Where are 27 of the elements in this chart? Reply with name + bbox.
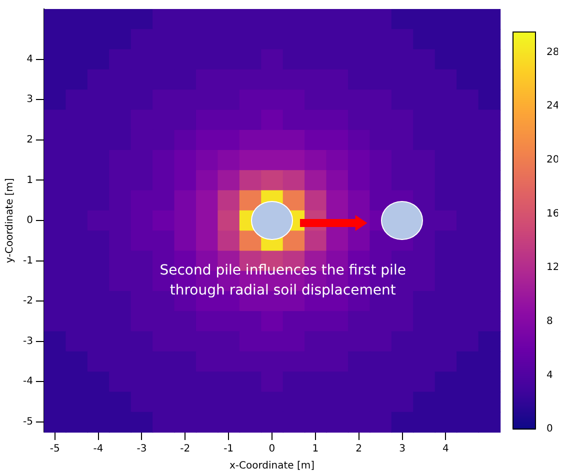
x-axis-title: x-Coordinate [m]	[229, 460, 315, 472]
x-tick-label: -3	[136, 444, 147, 455]
color-bar-label: 8	[546, 316, 553, 327]
x-tick-label: -5	[50, 444, 60, 455]
y-tick-label: -3	[22, 336, 33, 347]
color-bar-label: 12	[546, 262, 560, 274]
y-tick-label: 0	[26, 215, 33, 226]
annotation: Second pile influences the first pile through radial soil displacement	[160, 262, 406, 298]
x-tick-label: -2	[180, 444, 190, 455]
y-axis-title: y-Coordinate [m]	[4, 178, 16, 263]
x-tick-label: 2	[356, 444, 362, 455]
y-tick-label: -1	[22, 255, 33, 266]
x-tick-label: 1	[312, 444, 319, 455]
y-tick-label: -4	[22, 376, 33, 388]
y-tick-label: 2	[26, 134, 33, 146]
x-tick-label: -1	[224, 444, 234, 455]
y-tick-label: -2	[22, 296, 33, 307]
y-tick-label: -5	[22, 416, 33, 428]
x-tick-label: 0	[268, 444, 276, 455]
y-tick-label: 4	[26, 54, 33, 65]
x-tick-label: -4	[93, 444, 104, 455]
x-tick-label: 4	[442, 444, 449, 455]
y-tick-label: 3	[26, 94, 33, 106]
color-bar-label: 4	[546, 370, 553, 381]
x-tick-label: 3	[399, 444, 406, 455]
y-tick-label: 1	[26, 174, 33, 186]
color-bar-label: 0	[546, 424, 553, 435]
